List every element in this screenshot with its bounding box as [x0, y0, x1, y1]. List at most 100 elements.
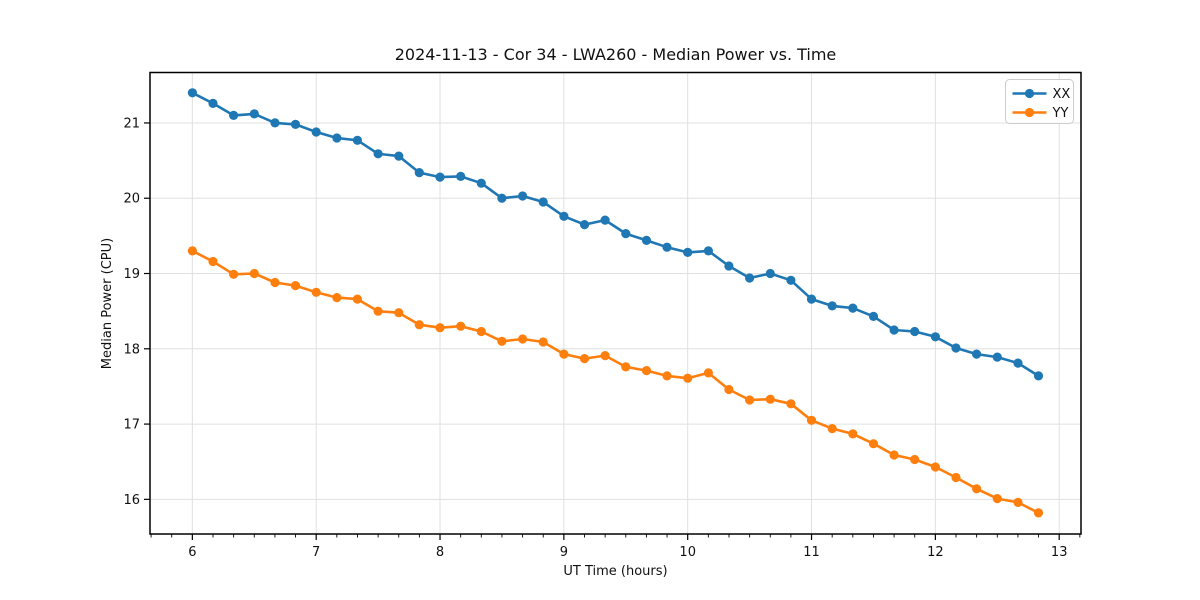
- data-point-YY: [229, 269, 239, 279]
- data-point-YY: [683, 373, 693, 383]
- y-axis-label: Median Power (CPU): [100, 237, 115, 370]
- data-point-XX: [806, 294, 817, 304]
- x-tick-label: 13: [1051, 545, 1068, 560]
- y-tick-label: 16: [123, 493, 140, 508]
- data-point-XX: [910, 326, 920, 337]
- data-point-YY: [951, 472, 961, 483]
- y-tick-label: 21: [123, 116, 140, 131]
- data-point-YY: [930, 462, 941, 472]
- data-point-XX: [579, 220, 590, 230]
- data-point-XX: [497, 193, 507, 203]
- data-point-YY: [827, 424, 837, 434]
- y-tick-label: 18: [123, 342, 140, 357]
- data-point-YY: [992, 494, 1002, 504]
- data-point-XX: [868, 311, 879, 321]
- data-point-YY: [868, 439, 879, 449]
- data-point-XX: [786, 275, 796, 285]
- data-point-XX: [229, 110, 239, 120]
- data-point-YY: [332, 293, 342, 303]
- data-point-YY: [662, 371, 672, 381]
- data-point-YY: [208, 256, 218, 267]
- data-point-YY: [270, 277, 280, 288]
- data-point-XX: [538, 197, 548, 207]
- data-point-YY: [290, 281, 301, 291]
- plot-border: [149, 71, 1082, 535]
- data-point-XX: [352, 135, 362, 145]
- x-tick-label: 12: [927, 545, 944, 560]
- data-point-YY: [724, 384, 734, 395]
- legend-label-YY: YY: [1052, 106, 1069, 121]
- data-point-XX: [765, 268, 775, 279]
- data-point-XX: [414, 168, 424, 178]
- legend-marker-YY: [1024, 107, 1035, 118]
- data-point-XX: [249, 109, 259, 119]
- data-point-XX: [476, 178, 486, 188]
- data-point-XX: [930, 332, 941, 342]
- data-point-YY: [456, 321, 466, 331]
- data-point-XX: [600, 215, 610, 225]
- data-point-XX: [972, 349, 982, 359]
- data-point-YY: [972, 484, 982, 494]
- data-point-YY: [435, 323, 445, 333]
- data-point-XX: [992, 352, 1002, 362]
- x-tick-label: 9: [560, 545, 568, 560]
- data-point-YY: [497, 336, 507, 346]
- data-point-XX: [559, 211, 569, 221]
- data-point-XX: [290, 119, 301, 129]
- data-point-YY: [373, 306, 383, 316]
- data-point-YY: [249, 268, 259, 279]
- data-point-YY: [806, 415, 817, 425]
- y-tick-label: 19: [123, 267, 140, 282]
- x-tick-label: 7: [312, 545, 320, 560]
- data-point-YY: [910, 454, 920, 465]
- data-point-YY: [476, 326, 486, 337]
- x-axis-label: UT Time (hours): [563, 564, 668, 579]
- data-point-YY: [1033, 508, 1044, 518]
- data-point-XX: [827, 301, 837, 311]
- data-point-XX: [518, 191, 528, 201]
- data-point-XX: [745, 273, 755, 283]
- y-tick-label: 17: [123, 418, 140, 433]
- data-point-XX: [435, 172, 445, 182]
- data-point-YY: [352, 294, 362, 304]
- data-point-XX: [373, 149, 383, 159]
- data-point-YY: [538, 337, 548, 347]
- y-tick-label: 20: [123, 192, 140, 207]
- data-point-XX: [724, 261, 734, 271]
- data-point-YY: [394, 308, 404, 318]
- data-point-XX: [683, 247, 693, 257]
- data-point-XX: [270, 118, 280, 128]
- data-point-YY: [786, 399, 796, 409]
- data-point-XX: [703, 246, 714, 256]
- data-point-YY: [745, 395, 755, 405]
- data-point-XX: [1033, 371, 1044, 381]
- chart-title: 2024-11-13 - Cor 34 - LWA260 - Median Po…: [394, 45, 837, 64]
- data-point-XX: [662, 242, 672, 252]
- data-point-XX: [621, 229, 631, 239]
- data-point-YY: [187, 246, 197, 256]
- data-point-XX: [187, 88, 197, 98]
- data-point-YY: [889, 450, 899, 460]
- legend-label-XX: XX: [1053, 87, 1071, 102]
- data-point-XX: [848, 303, 858, 313]
- data-point-XX: [951, 343, 961, 353]
- data-point-YY: [621, 362, 631, 372]
- data-point-YY: [559, 349, 569, 359]
- data-point-YY: [1013, 497, 1023, 507]
- data-point-XX: [456, 171, 466, 181]
- data-point-YY: [765, 394, 775, 404]
- data-point-YY: [311, 287, 321, 297]
- data-point-XX: [1013, 358, 1023, 368]
- data-point-YY: [414, 320, 424, 330]
- data-point-XX: [208, 98, 218, 108]
- data-point-XX: [332, 133, 342, 143]
- data-point-YY: [641, 366, 652, 376]
- data-point-YY: [703, 368, 714, 378]
- x-tick-label: 10: [679, 545, 696, 560]
- data-point-YY: [518, 334, 528, 344]
- data-point-XX: [311, 127, 321, 137]
- x-tick-label: 11: [803, 545, 820, 560]
- data-point-YY: [600, 351, 610, 361]
